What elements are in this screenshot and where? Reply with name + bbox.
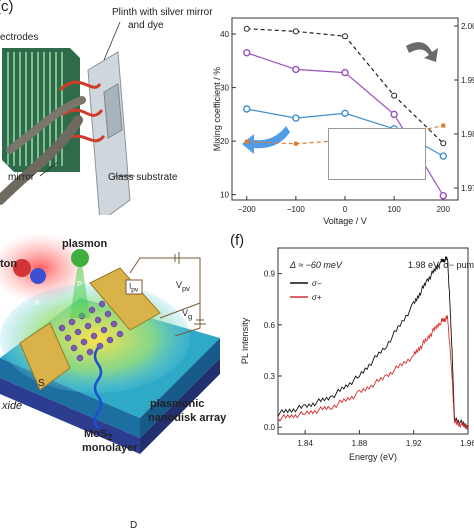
panel-f-letter: (f) (230, 232, 245, 249)
chart2-xtick-label: 1.96 (460, 439, 474, 448)
label-vpv: V (176, 280, 183, 290)
panel-e: ton plasmon P e xide S D D G MoS2 monola… (0, 228, 228, 531)
annotation-delta: Δ ≈ −60 meV (290, 260, 342, 270)
chart1-legend (328, 128, 426, 180)
label-ipv-sub: pv (131, 286, 139, 294)
chart1-point (341, 109, 349, 117)
chart1-point (391, 92, 398, 99)
chart1-ylabel: Mixing coefficient / % (212, 67, 222, 151)
label-exciton: ton (0, 258, 18, 270)
label-s: S (38, 378, 45, 389)
chart2-series-line (277, 256, 469, 430)
label-mos2: MoS (84, 428, 108, 440)
label-vg-sub: g (188, 311, 193, 321)
label-plinth-dye: and dye (128, 20, 164, 31)
label-d-visible: D (130, 520, 138, 531)
chart2-series-line (277, 315, 469, 431)
label-glass-substrate: Glass substrate (108, 172, 178, 183)
label-ipv: I (129, 282, 132, 291)
chart1-ytick-label: 40 (220, 30, 229, 39)
chart1-point (390, 110, 398, 119)
chart1-ytick-label: 30 (220, 84, 229, 93)
chart1-right-tick-label: 1.98 (461, 130, 474, 139)
chart1-point (292, 114, 300, 122)
label-vg-group: Vg (182, 308, 192, 321)
chart2-legend-label: σ− (312, 279, 322, 288)
chart1-point (243, 49, 251, 57)
chart2-ytick-label: 0.0 (264, 423, 276, 432)
chart1-point (439, 152, 447, 160)
plasmon-particle (71, 249, 89, 267)
chart2-xlabel: Energy (eV) (349, 452, 397, 462)
arrow-down-icon (242, 126, 290, 154)
source-electrode (19, 322, 71, 391)
chart2-xtick-label: 1.84 (297, 439, 313, 448)
label-mos2-group: MoS2 (84, 428, 112, 442)
label-p: P (77, 280, 83, 289)
chart1-point (440, 140, 447, 147)
plinth (103, 83, 123, 139)
pl-chart: 1.84 1.88 1.92 1.96 0.0 0.3 0.6 0.9 Energy (eV) P… (240, 247, 474, 462)
label-ipv-group: Ipv (129, 282, 138, 294)
chart1-right-tick-label: 1.99 (461, 76, 474, 85)
chart1-xtick-label: 0 (343, 205, 348, 214)
label-electrodes: ectrodes (0, 32, 39, 43)
chart1-right-tick-label: 2.00 (461, 22, 474, 31)
chart2-ytick-label: 0.3 (264, 372, 276, 381)
panel-d: −200 −100 0 100 200 10 20 30 40 2.00 1.99 1.98 1.97 V… (210, 0, 474, 228)
chart1-ytick-label: 20 (220, 137, 229, 146)
chart1-point (292, 65, 300, 74)
label-oxide: xide (2, 400, 23, 412)
chart1-xtick-label: 200 (437, 205, 451, 214)
arrow-up-icon (406, 42, 438, 62)
label-e: e (35, 298, 40, 307)
drain-electrode (89, 267, 161, 331)
chart1-point (243, 105, 251, 113)
label-g: G (65, 432, 73, 443)
chart1-point (293, 141, 298, 146)
chart1-point (341, 68, 349, 77)
chart2-plot-area (277, 247, 469, 435)
chart1-point (439, 192, 447, 200)
exciton-particle (13, 259, 31, 277)
chart2-legend-label: σ+ (312, 293, 322, 302)
label-mos2-sub: 2 (107, 432, 113, 443)
annotation-pump: 1.98 eV, σ− pum (408, 260, 474, 270)
plasmonic-device (0, 233, 220, 454)
chart1-xtick-label: −200 (238, 205, 257, 214)
chart1-point (243, 25, 250, 32)
label-plasmonic: plasmonic (150, 398, 205, 410)
label-plasmon: plasmon (62, 238, 108, 250)
panel-f: (f) 1.84 1.88 1.92 1.96 0.0 0.3 0.6 0.9 Energy (… (228, 228, 474, 474)
chart1-point (441, 123, 446, 128)
mixing-chart: −200 −100 0 100 200 10 20 30 40 2.00 1.99 1.98 1.97 V… (212, 17, 474, 226)
chart2-xtick-label: 1.88 (352, 439, 368, 448)
chart2-ytick-label: 0.9 (264, 270, 276, 279)
label-plinth: Plinth with silver mirror (112, 7, 213, 18)
chart1-xtick-label: −100 (287, 205, 306, 214)
chart2-xtick-label: 1.92 (406, 439, 422, 448)
chart1-xlabel: Voltage / V (323, 216, 367, 226)
label-nanodisk: nanodisk array (148, 412, 227, 424)
label-vpv-group: Vpv (176, 280, 190, 293)
chart1-point (292, 28, 299, 35)
label-vg: V (182, 308, 189, 318)
label-vpv-sub: pv (182, 283, 190, 293)
chart1-ytick-label: 10 (220, 191, 229, 200)
electron-particle (30, 268, 46, 284)
device-illustration (0, 21, 135, 223)
panel-c-letter: (c) (0, 0, 14, 15)
chart1-point (342, 33, 348, 40)
chart1-xtick-label: 100 (387, 205, 401, 214)
chart2-ylabel: PL intensity (240, 317, 250, 364)
chart1-point (244, 139, 249, 144)
label-mirror: mirror (8, 172, 35, 183)
label-monolayer: monolayer (82, 442, 138, 454)
chart2-ytick-label: 0.6 (264, 321, 276, 330)
panel-c: (c) ectrodes Plinth with silver mirror a… (0, 0, 213, 223)
chart1-right-tick-label: 1.97 (461, 184, 474, 193)
